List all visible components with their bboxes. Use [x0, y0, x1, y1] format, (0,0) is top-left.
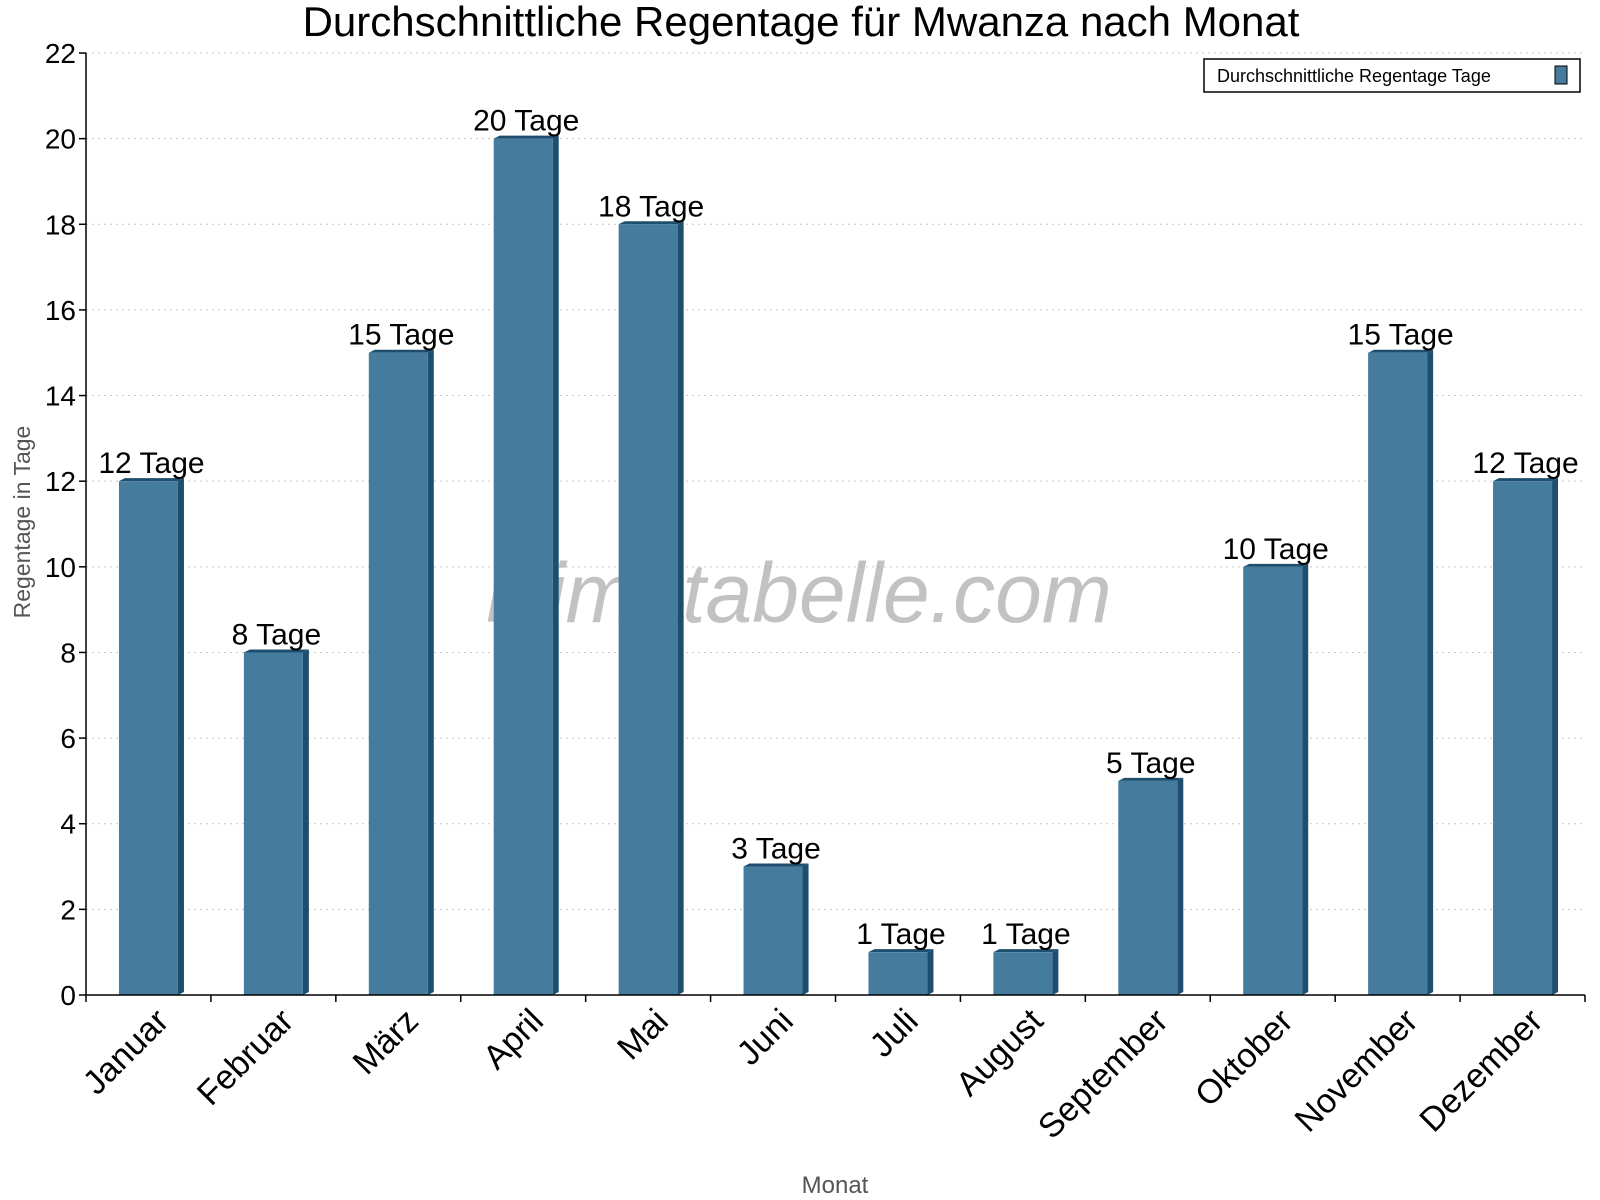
bar-side: [927, 949, 934, 995]
chart-title: Durchschnittliche Regentage für Mwanza n…: [303, 0, 1300, 45]
y-tick-label: 14: [45, 381, 76, 412]
x-tick-label: Dezember: [1412, 1002, 1550, 1140]
y-tick-label: 0: [60, 980, 76, 1011]
x-axis-label: Monat: [802, 1172, 869, 1199]
y-tick-label: 6: [60, 723, 76, 754]
y-axis-label: Regentage in Tage: [9, 426, 35, 619]
y-tick-label: 22: [45, 38, 76, 69]
x-tick-label: September: [1031, 1002, 1175, 1146]
bar-side: [427, 349, 434, 995]
bar-top: [118, 478, 184, 482]
data-label: 1 Tage: [856, 918, 946, 951]
data-label: 10 Tage: [1223, 533, 1329, 566]
bar: [993, 952, 1053, 995]
bar-top: [868, 949, 934, 953]
data-label: 8 Tage: [232, 618, 322, 651]
legend-label: Durchschnittliche Regentage Tage: [1217, 66, 1491, 86]
grid-lines: [86, 52, 1585, 910]
bar-top: [493, 135, 559, 139]
y-tick-label: 8: [60, 637, 76, 668]
bar-side: [302, 649, 309, 995]
y-tick-label: 16: [45, 295, 76, 326]
data-label: 1 Tage: [981, 918, 1071, 951]
bars: 12 Tage 8 Tage 15 Tage 20 Tage 18 Tage 3 Tage…: [98, 105, 1579, 996]
bar-top: [243, 649, 309, 653]
bar-top: [618, 221, 684, 225]
bar-top: [993, 949, 1059, 953]
x-tick-label: April: [476, 1002, 551, 1077]
legend: Durchschnittliche Regentage Tage: [1203, 58, 1581, 93]
bar: [618, 224, 678, 996]
bar-side: [552, 135, 559, 996]
bar-side: [1302, 563, 1309, 995]
y-tick-label: 10: [45, 552, 76, 583]
bar: [868, 952, 928, 995]
bar: [1493, 481, 1553, 995]
bar-top: [1243, 563, 1309, 567]
data-label: 15 Tage: [1348, 319, 1454, 352]
data-label: 3 Tage: [731, 833, 821, 866]
legend-box: [1203, 58, 1581, 93]
bar: [743, 866, 803, 995]
bar-side: [1177, 777, 1184, 995]
bar-side: [1552, 478, 1559, 995]
data-label: 12 Tage: [98, 447, 204, 480]
x-tick-label: Juni: [730, 1002, 801, 1073]
data-label: 18 Tage: [598, 190, 704, 223]
bar: [493, 138, 553, 996]
x-tick-label: Oktober: [1188, 1002, 1300, 1114]
data-label: 20 Tage: [473, 105, 579, 138]
x-tick-label: November: [1288, 1002, 1426, 1140]
x-tick-label: August: [949, 1001, 1051, 1103]
bar-top: [1368, 349, 1434, 353]
bar: [1118, 780, 1178, 995]
data-label: 15 Tage: [348, 319, 454, 352]
bar-top: [1493, 478, 1559, 482]
x-tick-label: Mai: [610, 1002, 676, 1068]
bar: [1243, 566, 1303, 995]
y-tick-label: 2: [60, 894, 76, 925]
data-label: 12 Tage: [1472, 447, 1578, 480]
x-tick-label: Februar: [190, 1002, 301, 1113]
bar: [1368, 352, 1428, 995]
bar-top: [368, 349, 434, 353]
data-label: 5 Tage: [1106, 747, 1196, 780]
x-tick-label: Januar: [76, 1002, 176, 1102]
y-tick-label: 20: [45, 124, 76, 155]
bar-top: [1118, 777, 1184, 781]
bar-side: [1052, 949, 1059, 995]
x-tick-label: März: [346, 1002, 426, 1082]
y-tick-label: 4: [60, 809, 76, 840]
y-tick-label: 18: [45, 209, 76, 240]
bar-side: [1427, 349, 1434, 995]
x-tick-label: Juli: [863, 1002, 926, 1065]
legend-swatch: [1554, 65, 1568, 85]
watermark: klimatabelle.com: [486, 546, 1112, 640]
bar: [243, 652, 303, 995]
y-tick-label: 12: [45, 466, 76, 497]
bar-side: [177, 478, 184, 995]
bar: [368, 352, 428, 995]
bar-top: [743, 863, 809, 867]
bar: [118, 481, 178, 995]
bar-side: [677, 221, 684, 996]
bar-side: [802, 863, 809, 995]
